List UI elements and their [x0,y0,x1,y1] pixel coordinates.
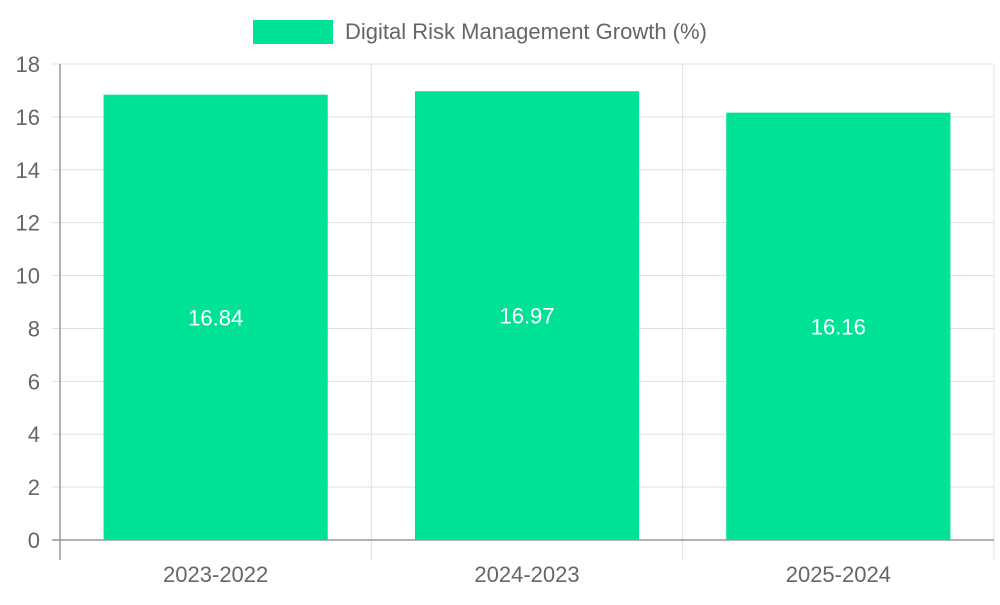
data-label: 16.97 [499,304,554,329]
y-tick-label: 4 [28,422,40,447]
axes [52,64,994,560]
y-tick-label: 8 [28,316,40,341]
y-tick-label: 12 [16,211,40,236]
bar [103,94,328,541]
bar [414,91,640,540]
legend-swatch [253,20,333,44]
bars [103,91,951,541]
x-tick-label: 2024-2023 [474,562,579,587]
y-tick-label: 2 [28,475,40,500]
y-tick-label: 14 [16,158,40,183]
tick-labels: 0 2 4 6 8 10 12 14 16 18 16.84 2023-2022 16.97 2024-2… [16,52,891,587]
data-label: 16.84 [188,305,243,330]
y-tick-label: 18 [16,52,40,77]
x-tick-label: 2023-2022 [163,562,268,587]
x-tick-label: 2025-2024 [786,562,891,587]
y-tick-label: 10 [16,264,40,289]
legend-label: Digital Risk Management Growth (%) [345,19,707,44]
y-tick-label: 0 [28,528,40,553]
y-tick-label: 6 [28,369,40,394]
bar [726,112,951,540]
y-tick-label: 16 [16,105,40,130]
chart-legend[interactable]: Digital Risk Management Growth (%) [253,19,707,44]
data-label: 16.16 [811,314,866,339]
